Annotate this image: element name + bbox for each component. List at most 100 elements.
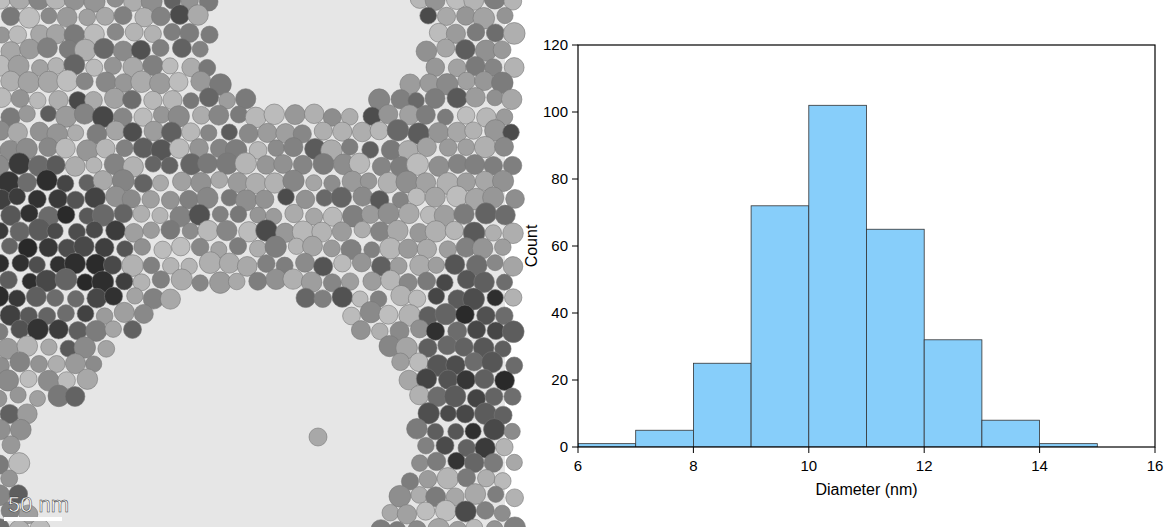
particle — [454, 204, 474, 224]
particle — [389, 485, 411, 507]
particle — [40, 106, 56, 122]
particle — [447, 88, 467, 108]
particle — [488, 486, 504, 502]
y-tick-label: 60 — [551, 237, 568, 254]
particle — [198, 154, 218, 174]
particle — [265, 236, 286, 257]
particle — [485, 225, 501, 241]
bar — [751, 206, 809, 447]
particle — [47, 289, 64, 306]
particle — [153, 106, 170, 123]
particle — [2, 436, 20, 454]
particle — [249, 272, 267, 290]
particle — [229, 238, 246, 255]
particle — [411, 320, 429, 338]
particle — [201, 26, 218, 43]
particle — [122, 90, 141, 109]
particle — [399, 203, 419, 223]
particle — [10, 352, 30, 372]
y-tick-label: 100 — [543, 103, 568, 120]
particle — [437, 39, 455, 57]
particle — [56, 138, 76, 158]
particle — [116, 273, 133, 290]
particle — [486, 521, 503, 527]
particle — [49, 320, 68, 339]
particle — [57, 70, 78, 91]
particle — [392, 353, 410, 371]
particle — [458, 139, 475, 156]
particle — [9, 520, 30, 527]
particle — [1, 7, 20, 26]
particle — [444, 386, 466, 408]
particle — [285, 204, 303, 222]
particle — [457, 107, 475, 125]
particle — [87, 288, 107, 308]
particle — [192, 275, 208, 291]
particle — [133, 138, 153, 158]
particle — [363, 272, 382, 291]
particle — [437, 7, 455, 25]
y-tick — [572, 246, 578, 247]
particle — [19, 7, 40, 28]
particle — [331, 187, 352, 208]
particle — [353, 187, 372, 206]
particle — [420, 7, 437, 24]
particle — [360, 301, 381, 322]
particle — [371, 520, 391, 527]
particle — [448, 452, 465, 469]
y-axis-title: Count — [523, 224, 540, 267]
particle — [201, 125, 217, 141]
particle — [408, 188, 426, 206]
particle — [457, 270, 476, 289]
particle — [169, 72, 188, 91]
particle — [145, 156, 161, 172]
particle — [457, 7, 476, 26]
particle — [2, 238, 18, 254]
particle — [466, 88, 486, 108]
particle — [465, 352, 484, 371]
particle — [104, 88, 124, 108]
particle — [134, 239, 151, 256]
particle — [264, 104, 285, 125]
particle — [484, 419, 505, 440]
particle — [114, 7, 132, 25]
particle — [494, 505, 510, 521]
bar — [693, 363, 751, 447]
particle — [437, 468, 458, 489]
particle — [170, 5, 190, 25]
particle — [11, 90, 29, 108]
particle — [107, 24, 124, 41]
particle — [199, 88, 218, 107]
particle — [161, 191, 179, 209]
particle — [497, 8, 513, 24]
y-tick-label: 120 — [543, 36, 568, 53]
particle — [0, 323, 8, 340]
particle — [428, 518, 450, 527]
particle — [486, 24, 504, 42]
particle — [76, 73, 93, 90]
particle — [332, 287, 353, 308]
particle — [285, 105, 305, 125]
particle — [333, 122, 352, 141]
particle — [77, 305, 94, 322]
particle — [107, 0, 124, 7]
particle — [79, 9, 96, 26]
particle — [143, 257, 160, 274]
particle — [172, 39, 191, 58]
x-tick-label: 8 — [689, 457, 697, 474]
particle — [439, 139, 457, 157]
particle — [125, 23, 143, 41]
particle — [438, 336, 457, 355]
particle — [49, 189, 68, 208]
particle — [131, 71, 153, 93]
particle — [496, 274, 512, 290]
particle — [98, 340, 115, 357]
particle — [19, 106, 36, 123]
particle — [96, 7, 114, 25]
particle — [314, 122, 332, 140]
micrograph: 50 nm — [0, 0, 526, 527]
particle — [493, 41, 511, 59]
particle — [419, 470, 437, 488]
particle — [74, 104, 94, 124]
particle — [235, 153, 257, 175]
